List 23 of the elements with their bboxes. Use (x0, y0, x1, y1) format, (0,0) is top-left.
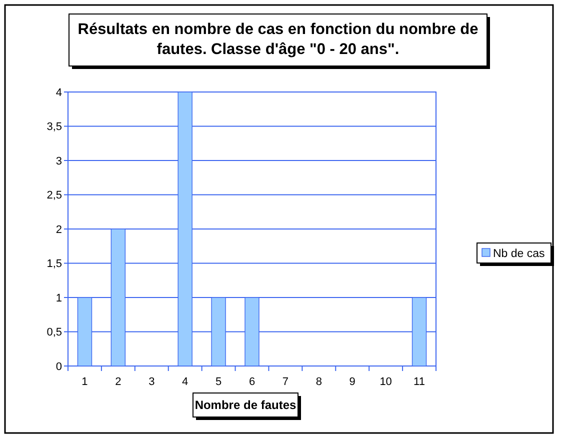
x-tick-label: 3 (148, 376, 155, 388)
x-tick-label: 9 (349, 376, 356, 388)
x-tick-label: 6 (248, 376, 256, 388)
x-tick-label: 8 (316, 376, 322, 388)
x-tick-label: 1 (82, 376, 88, 388)
y-tick-label: 3 (56, 155, 62, 168)
x-axis-title: Nombre de fautes (194, 398, 296, 412)
legend-label: Nb de cas (493, 248, 546, 260)
y-tick-label: 4 (56, 86, 62, 99)
x-tick-label: 7 (282, 376, 289, 388)
y-tick-label: 1,5 (46, 258, 62, 270)
x-tick-label: 10 (380, 376, 392, 388)
x-tick-label: 2 (115, 376, 122, 388)
y-tick-label: 2 (56, 224, 62, 236)
y-tick-label: 3,5 (46, 121, 62, 134)
y-tick-label: 0 (56, 360, 62, 373)
chart-title: Résultats en nombre de cas en fonction du nombre de fautes. Classe d'âge "0 - 20 ans". (78, 21, 479, 58)
x-tick-label: 11 (414, 376, 425, 388)
y-tick-label: 0,5 (46, 326, 62, 339)
x-tick-label: 4 (182, 376, 188, 388)
y-tick-label: 1 (56, 292, 62, 304)
x-tick-label: 5 (215, 376, 222, 388)
y-tick-label: 2,5 (46, 190, 62, 202)
